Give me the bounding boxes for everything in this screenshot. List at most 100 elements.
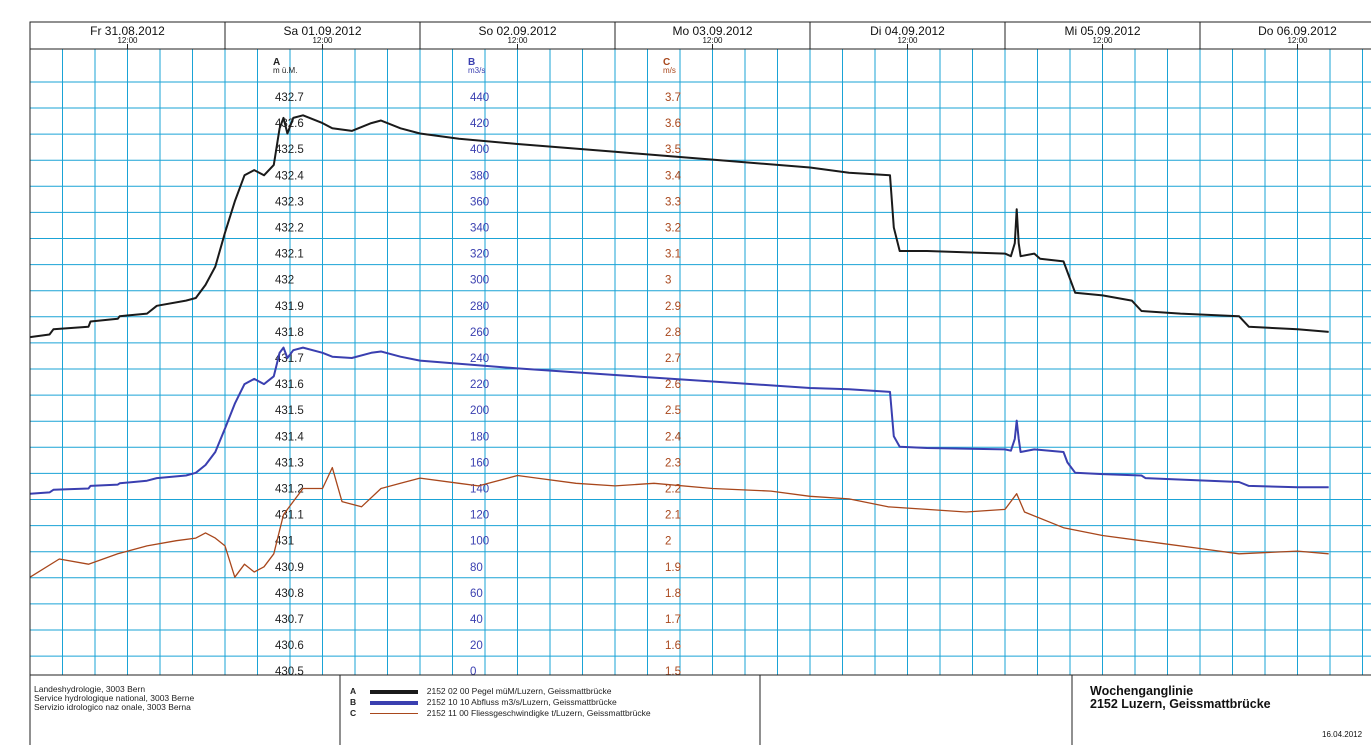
legend-swatch-a [370, 689, 419, 694]
axis-tick-c: 1.9 [665, 562, 681, 574]
axis-letter-a: A [273, 57, 280, 68]
axis-tick-a: 432.1 [275, 249, 304, 261]
time-label: 12:00 [897, 36, 918, 45]
time-label: 12:00 [117, 36, 138, 45]
axis-tick-b: 280 [470, 301, 489, 313]
axis-tick-c: 3.7 [665, 92, 681, 104]
axis-tick-a: 432.5 [275, 144, 304, 156]
day-label: Sa 01.09.2012 [283, 24, 361, 38]
axis-tick-a: 431.1 [275, 510, 304, 522]
time-label: 12:00 [1092, 36, 1113, 45]
legend-item-a: A 2152 02 00 Pegel müM/Luzern, Geissmatt… [350, 686, 612, 696]
day-label: Do 06.09.2012 [1258, 24, 1337, 38]
title-line-2: 2152 Luzern, Geissmattbrücke [1090, 697, 1271, 711]
axis-letter-c: C [663, 57, 670, 68]
axis-tick-b: 180 [470, 431, 489, 443]
day-label: Di 04.09.2012 [870, 24, 945, 38]
axis-unit-a: m ü.M. [273, 66, 297, 75]
axis-tick-a: 430.6 [275, 640, 304, 652]
axis-tick-a: 432.3 [275, 196, 304, 208]
axis-tick-a: 430.5 [275, 666, 304, 678]
legend-swatch-c [370, 713, 419, 715]
axis-tick-b: 200 [470, 405, 489, 417]
legend-letter-a: A [350, 686, 357, 696]
axis-tick-c: 2.6 [665, 379, 681, 391]
axis-tick-a: 431.6 [275, 379, 304, 391]
series-line-a [29, 114, 1329, 339]
axis-tick-b: 360 [470, 196, 489, 208]
grid [30, 49, 1371, 675]
day-label: Mo 03.09.2012 [672, 24, 752, 38]
title-line-1: Wochenganglinie [1090, 684, 1194, 698]
station-title: Wochenganglinie 2152 Luzern, Geissmattbr… [1090, 685, 1271, 711]
axis-tick-a: 431.2 [275, 484, 304, 496]
axis-tick-b: 40 [470, 614, 483, 626]
axis-tick-a: 431.4 [275, 431, 304, 443]
axis-tick-a: 432.7 [275, 92, 304, 104]
axis-tick-b: 400 [470, 144, 489, 156]
axis-tick-c: 3 [665, 275, 671, 287]
value-axes: Am ü.M.432.7432.6432.5432.4432.3432.2432… [273, 57, 682, 678]
day-label: So 02.09.2012 [478, 24, 556, 38]
legend-letter-c: C [350, 708, 357, 718]
axis-tick-b: 120 [470, 510, 489, 522]
chart-frame [29, 21, 1371, 745]
axis-tick-c: 2.9 [665, 301, 681, 313]
legend-swatch-b [370, 700, 419, 705]
axis-tick-b: 440 [470, 92, 489, 104]
legend-label-a: 2152 02 00 Pegel müM/Luzern, Geissmattbr… [426, 686, 612, 696]
axis-tick-a: 431 [275, 536, 294, 548]
axis-tick-c: 2.5 [665, 405, 681, 417]
time-label: 12:00 [702, 36, 723, 45]
axis-tick-b: 300 [470, 275, 489, 287]
axis-tick-c: 1.7 [665, 614, 681, 626]
time-label: 12:00 [507, 36, 528, 45]
axis-tick-c: 3.4 [665, 170, 682, 182]
axis-tick-a: 431.3 [275, 457, 304, 469]
series-line-c [29, 466, 1329, 578]
agency-line-2: Service hydrologique national, 3003 Bern… [34, 693, 195, 703]
axis-tick-b: 60 [470, 588, 483, 600]
axis-tick-c: 3.3 [665, 196, 681, 208]
axis-tick-c: 3.6 [665, 118, 681, 130]
axis-tick-b: 20 [470, 640, 483, 652]
axis-tick-a: 430.9 [275, 562, 304, 574]
axis-tick-a: 431.5 [275, 405, 304, 417]
axis-unit-b: m3/s [468, 66, 485, 75]
axis-letter-b: B [468, 57, 475, 68]
print-date: 16.04.2012 [1322, 730, 1363, 739]
day-label: Fr 31.08.2012 [90, 24, 165, 38]
legend-label-c: 2152 11 00 Fliessgeschwindigke t/Luzern,… [426, 708, 651, 718]
axis-tick-c: 2.1 [665, 510, 681, 522]
axis-tick-c: 2.2 [665, 484, 681, 496]
axis-tick-a: 431.7 [275, 353, 304, 365]
legend-item-b: B 2152 10 10 Abfluss m3/s/Luzern, Geissm… [350, 697, 617, 707]
agency-block: Landeshydrologie, 3003 Bern Service hydr… [34, 685, 194, 712]
axis-tick-b: 100 [470, 536, 489, 548]
axis-tick-c: 2.3 [665, 457, 681, 469]
axis-tick-c: 3.5 [665, 144, 681, 156]
axis-tick-b: 240 [470, 353, 489, 365]
axis-tick-b: 340 [470, 223, 489, 235]
axis-tick-c: 2.8 [665, 327, 681, 339]
axis-tick-a: 431.9 [275, 301, 304, 313]
legend-item-c: C 2152 11 00 Fliessgeschwindigke t/Luzer… [350, 708, 651, 718]
axis-tick-b: 80 [470, 562, 483, 574]
axis-tick-b: 140 [470, 484, 489, 496]
axis-tick-a: 432.4 [275, 170, 304, 182]
axis-unit-c: m/s [663, 66, 676, 75]
axis-tick-c: 2 [665, 536, 671, 548]
axis-tick-a: 432.2 [275, 223, 304, 235]
time-label: 12:00 [1287, 36, 1308, 45]
axis-tick-b: 420 [470, 118, 489, 130]
axis-tick-b: 160 [470, 457, 489, 469]
axis-tick-c: 1.5 [665, 666, 681, 678]
time-label: 12:00 [312, 36, 333, 45]
axis-tick-b: 220 [470, 379, 489, 391]
legend-label-b: 2152 10 10 Abfluss m3/s/Luzern, Geissmat… [426, 697, 617, 707]
axis-tick-b: 320 [470, 249, 489, 261]
day-label: Mi 05.09.2012 [1064, 24, 1140, 38]
axis-tick-b: 260 [470, 327, 489, 339]
